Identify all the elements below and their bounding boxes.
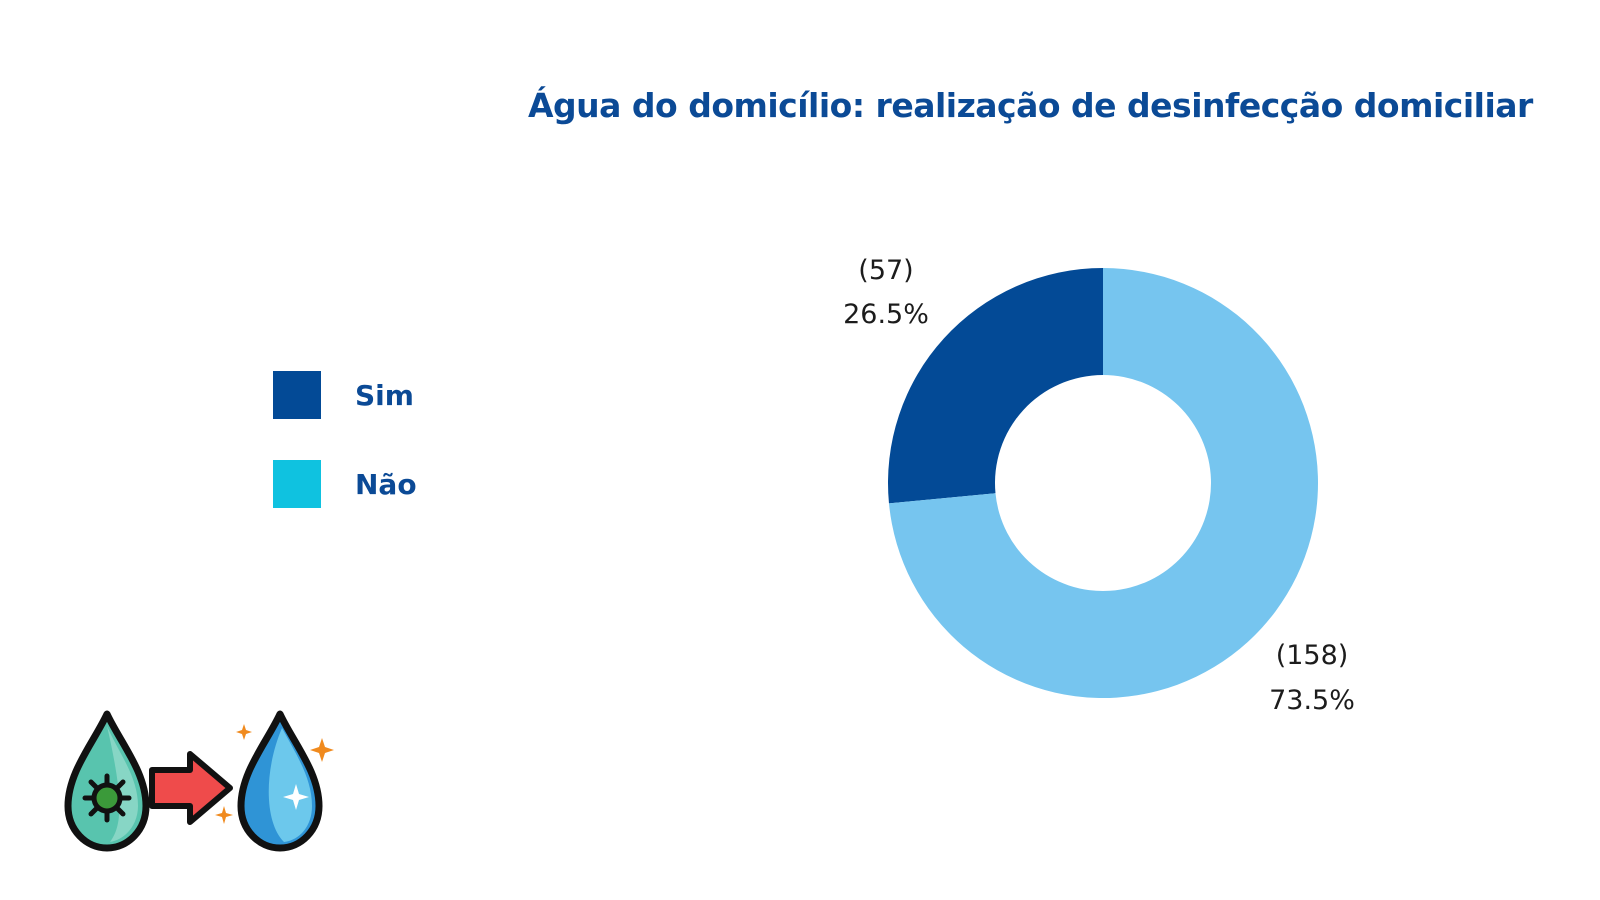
- legend-label-nao: Não: [355, 467, 417, 501]
- arrow-right-icon: [149, 751, 233, 825]
- sparkle-icon: [215, 724, 334, 824]
- contaminated-water-drop-icon: [64, 710, 150, 852]
- disinfection-illustration: [64, 710, 334, 852]
- donut-slice-sim: [888, 268, 1103, 504]
- slice-count-label-sim: (57): [858, 255, 913, 286]
- slice-percent-label-sim: 26.5%: [843, 299, 929, 330]
- slice-count-label-nao: (158): [1276, 640, 1349, 671]
- legend-swatch-sim: [273, 371, 321, 419]
- legend-label-sim: Sim: [355, 378, 414, 412]
- donut-slices: [888, 268, 1318, 698]
- legend-swatch-nao: [273, 460, 321, 508]
- slice-percent-label-nao: 73.5%: [1269, 685, 1355, 716]
- legend-item-nao: Não: [273, 460, 417, 508]
- donut-slice-nao: [888, 268, 1318, 698]
- legend-item-sim: Sim: [273, 371, 414, 419]
- chart-title: Água do domicílio: realização de desinfe…: [528, 86, 1533, 125]
- clean-water-drop-icon: [237, 710, 323, 852]
